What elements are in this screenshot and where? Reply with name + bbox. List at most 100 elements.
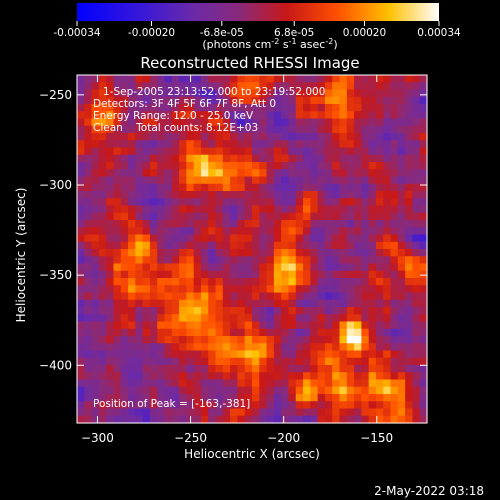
heatmap-cell xyxy=(259,270,268,279)
heatmap-cell xyxy=(412,205,421,214)
heatmap-cell xyxy=(157,401,166,410)
heatmap-cell xyxy=(281,350,290,359)
heatmap-cell xyxy=(157,227,166,236)
heatmap-cell xyxy=(113,336,122,344)
heatmap-cell xyxy=(77,350,85,359)
heatmap-cell xyxy=(390,176,399,185)
heatmap-cell xyxy=(419,372,428,381)
heatmap-cell xyxy=(230,162,239,170)
heatmap-cell xyxy=(208,75,217,83)
heatmap-cell xyxy=(397,336,406,344)
heatmap-cell xyxy=(361,89,370,98)
heatmap-cell xyxy=(113,256,122,265)
heatmap-cell xyxy=(397,241,406,250)
heatmap-cell xyxy=(361,350,370,359)
heatmap-cell xyxy=(397,314,406,323)
heatmap-cell xyxy=(142,263,151,272)
heatmap-cell xyxy=(208,169,217,178)
heatmap-cell xyxy=(84,241,93,250)
heatmap-cell xyxy=(164,401,173,410)
heatmap-cell xyxy=(383,278,392,286)
heatmap-cell xyxy=(215,343,224,352)
heatmap-cell xyxy=(419,147,428,156)
heatmap-cell xyxy=(295,263,304,272)
heatmap-cell xyxy=(266,198,275,207)
heatmap-cell xyxy=(149,336,158,344)
heatmap-cell xyxy=(259,96,268,105)
heatmap-cell xyxy=(208,125,217,134)
heatmap-cell xyxy=(339,176,348,185)
heatmap-cell xyxy=(303,415,311,424)
heatmap-cell xyxy=(208,118,217,127)
heatmap-cell xyxy=(193,321,202,330)
heatmap-cell xyxy=(120,394,129,402)
heatmap-cell xyxy=(106,357,115,366)
heatmap-cell xyxy=(332,133,341,141)
heatmap-cell xyxy=(142,256,151,265)
heatmap-cell xyxy=(149,104,158,112)
heatmap-cell xyxy=(179,336,187,344)
heatmap-cell xyxy=(361,205,370,214)
heatmap-cell xyxy=(186,256,195,265)
heatmap-cell xyxy=(354,292,362,301)
heatmap-cell xyxy=(237,394,246,402)
heatmap-cell xyxy=(361,278,370,286)
heatmap-cell xyxy=(303,191,311,199)
heatmap-cell xyxy=(288,307,297,315)
heatmap-cell xyxy=(157,96,166,105)
heatmap-cell xyxy=(368,336,377,344)
heatmap-cell xyxy=(303,328,311,337)
heatmap-cell xyxy=(332,212,341,221)
heatmap-cell xyxy=(368,365,377,373)
heatmap-cell xyxy=(215,191,224,199)
heatmap-cell xyxy=(412,307,421,315)
heatmap-cell xyxy=(215,89,224,98)
heatmap-cell xyxy=(193,89,202,98)
heatmap-cell xyxy=(215,249,224,257)
heatmap-cell xyxy=(106,350,115,359)
heatmap-cell xyxy=(142,176,151,185)
heatmap-cell xyxy=(157,176,166,185)
heatmap-cell xyxy=(128,379,136,388)
heatmap-cell xyxy=(98,394,107,402)
heatmap-cell xyxy=(135,321,144,330)
heatmap-cell xyxy=(230,307,239,315)
heatmap-cell xyxy=(77,379,85,388)
heatmap-cell xyxy=(200,133,209,141)
heatmap-cell xyxy=(128,386,136,395)
heatmap-cell xyxy=(281,82,290,91)
heatmap-cell xyxy=(230,357,239,366)
heatmap-cell xyxy=(324,234,333,243)
heatmap-cell xyxy=(354,205,362,214)
heatmap-cell xyxy=(273,212,282,221)
heatmap-cell xyxy=(157,307,166,315)
heatmap-cell xyxy=(77,183,85,192)
heatmap-cell xyxy=(339,357,348,366)
heatmap-cell xyxy=(208,154,217,163)
heatmap-cell xyxy=(259,299,268,308)
x-tick-label: −200 xyxy=(267,431,300,445)
heatmap-cell xyxy=(208,183,217,192)
heatmap-cell xyxy=(310,336,319,344)
heatmap-cell xyxy=(405,321,414,330)
heatmap-cell xyxy=(295,285,304,294)
heatmap-cell xyxy=(397,191,406,199)
heatmap-cell xyxy=(397,357,406,366)
heatmap-cell xyxy=(252,249,260,257)
heatmap-cell xyxy=(397,104,406,112)
heatmap-cell xyxy=(200,256,209,265)
heatmap-cell xyxy=(259,162,268,170)
heatmap-cell xyxy=(419,321,428,330)
heatmap-cell xyxy=(375,220,384,228)
heatmap-cell xyxy=(332,241,341,250)
heatmap-cell xyxy=(346,336,355,344)
heatmap-cell xyxy=(84,285,93,294)
heatmap-cell xyxy=(295,386,304,395)
heatmap-cell xyxy=(288,147,297,156)
heatmap-cell xyxy=(164,386,173,395)
heatmap-cell xyxy=(252,89,260,98)
heatmap-cell xyxy=(208,241,217,250)
heatmap-cell xyxy=(310,386,319,395)
heatmap-cell xyxy=(375,176,384,185)
heatmap-cell xyxy=(383,270,392,279)
